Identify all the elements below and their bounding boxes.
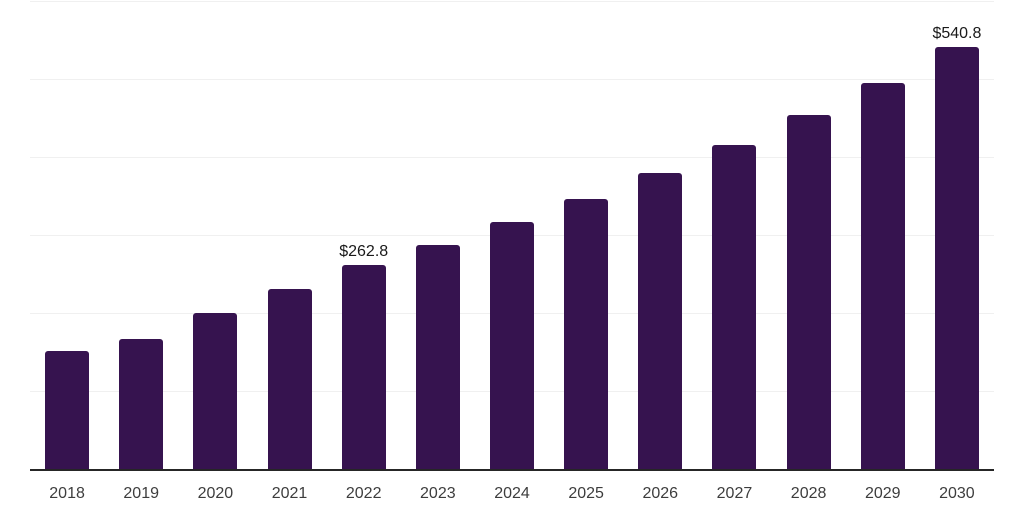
bar-2028 [786,115,831,470]
bar-2023 [415,245,460,470]
bar-2025 [564,199,609,470]
bar-2019 [119,339,164,470]
x-tick-2029: 2029 [864,485,901,502]
bar-value-label-2030: $540.8 [932,25,982,43]
x-tick-2024: 2024 [494,485,530,502]
gridline-600 [30,0,994,2]
gridline-400 [30,156,994,158]
gridline-500 [30,78,994,80]
x-tick-2026: 2026 [642,485,679,502]
x-tick-2028: 2028 [790,485,827,502]
x-tick-2025: 2025 [568,485,604,502]
bar-2020 [193,313,238,470]
x-tick-2023: 2023 [420,485,456,502]
bar-2024 [490,221,534,470]
bar-2022 [341,264,386,470]
bar-2021 [267,289,312,470]
x-axis-line [30,469,994,471]
x-tick-2022: 2022 [345,485,382,502]
bar-2026 [638,173,683,470]
bar-2027 [712,145,757,470]
bar-2030 [934,47,979,470]
x-tick-2030: 2030 [939,485,975,502]
x-tick-2020: 2020 [197,485,234,502]
x-tick-2018: 2018 [49,485,85,502]
x-tick-2021: 2021 [271,485,308,502]
plot-area: $262.8 $540.8 [30,0,994,470]
bar-2029 [860,82,905,470]
bar-2018 [45,351,90,470]
x-tick-2019: 2019 [123,485,159,502]
bar-value-label-2022: $262.8 [339,242,389,260]
x-tick-2027: 2027 [716,485,753,502]
